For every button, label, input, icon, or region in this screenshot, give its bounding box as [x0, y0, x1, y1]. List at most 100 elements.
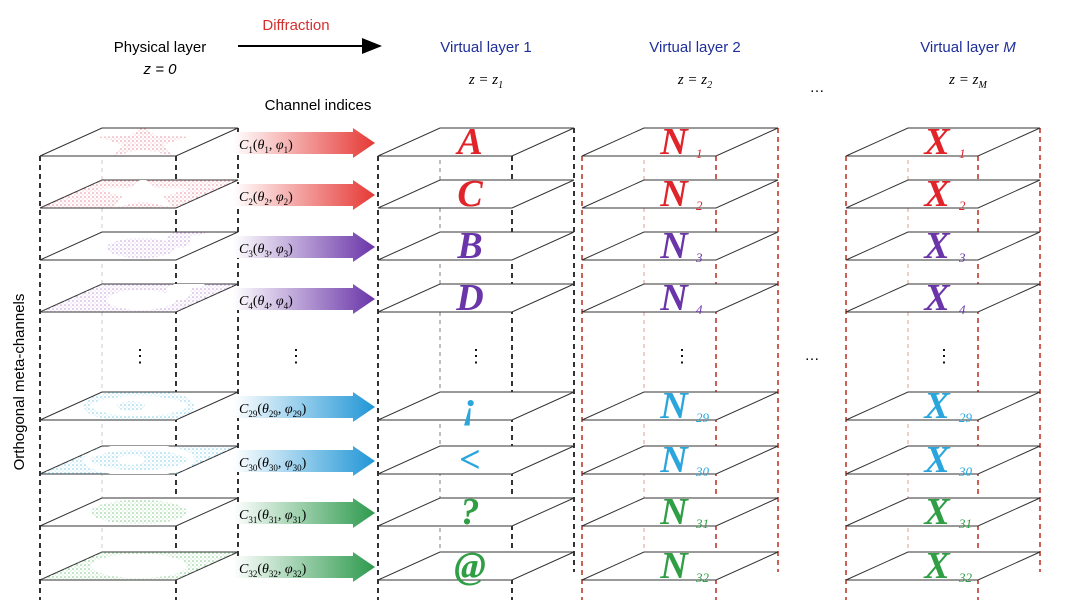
- channel-glyph-sub-layer2-1: 2: [696, 198, 703, 213]
- channel-glyph-layerM-1: X: [923, 173, 951, 215]
- channel-glyph-layer1-2: B: [456, 225, 482, 267]
- physical-layer-z: z = 0: [143, 61, 178, 78]
- channel-glyph-sub-layerM-4: 29: [959, 410, 973, 425]
- physical-pattern-star: [96, 128, 190, 156]
- channel-glyph-sub-layerM-2: 3: [958, 250, 966, 265]
- plane-layer2-3: [581, 283, 779, 313]
- channel-glyph-layerM-5: X: [923, 439, 951, 481]
- plane-layer2-6: [581, 497, 779, 527]
- channel-arrow-4: C4(θ4, φ4): [233, 284, 375, 314]
- channel-arrow-29: C29(θ29, φ29): [233, 392, 375, 422]
- channel-glyph-layerM-3: X: [923, 277, 951, 319]
- diffraction-label: Diffraction: [262, 17, 329, 34]
- channel-glyph-sub-layerM-1: 2: [959, 198, 966, 213]
- channel-glyph-layer1-5: <: [459, 439, 481, 481]
- plane-layer2-7: [581, 551, 779, 581]
- channel-glyph-layer1-1: C: [457, 173, 483, 215]
- channel-glyph-sub-layer2-3: 4: [696, 302, 703, 317]
- channel-arrow-1: C1(θ1, φ1): [233, 128, 375, 158]
- channel-glyph-layer2-6: N: [659, 491, 689, 533]
- physical-pattern-ellipse-inverse: [40, 552, 238, 580]
- plane-layer2-5: [581, 445, 779, 475]
- virtual-layer-2-title: Virtual layer 2: [649, 39, 740, 56]
- virtual-layer-2-z: z = z2: [677, 72, 712, 91]
- channel-glyph-layerM-2: X: [923, 225, 951, 267]
- channel-glyph-sub-layer2-2: 3: [695, 250, 703, 265]
- channel-glyph-layer1-6: ?: [461, 491, 480, 533]
- channel-glyph-layerM-4: X: [923, 385, 951, 427]
- plane-layer1-0: [377, 127, 575, 157]
- plane-layer1-2: [377, 231, 575, 261]
- plane-layer2-2: [581, 231, 779, 261]
- channel-glyph-layer2-1: N: [659, 173, 689, 215]
- vertical-ellipsis-0: ⋮: [131, 346, 149, 366]
- plane-layerM-5: [845, 445, 1041, 475]
- channel-glyph-layer2-5: N: [659, 439, 689, 481]
- physical-pattern-ellipse: [91, 500, 187, 524]
- vertical-ellipsis-3: ⋮: [673, 346, 691, 366]
- plane-layerM-4: [845, 391, 1041, 421]
- channel-glyph-sub-layerM-7: 32: [958, 570, 973, 585]
- plane-layerM-2: [845, 231, 1041, 261]
- stack-layer2: N 1N 2N 3N 4N 29N 30N 31N 32: [581, 121, 779, 600]
- channel-glyph-layer1-0: A: [455, 121, 482, 163]
- virtual-layer-1-z: z = z1: [468, 72, 503, 91]
- channel-glyph-layer2-0: N: [659, 121, 689, 163]
- channel-glyph-sub-layer2-5: 30: [695, 464, 710, 479]
- channel-glyph-layer2-4: N: [659, 385, 689, 427]
- stack-layerM: X 1X 2X 3X 4X 29X 30X 31X 32: [845, 121, 1041, 600]
- channel-index-label-2: C2(θ2, φ2): [239, 190, 293, 207]
- channel-glyph-sub-layer2-7: 32: [695, 570, 710, 585]
- physical-pattern-ring-inverse: [40, 446, 238, 474]
- channel-index-label-29: C29(θ29, φ29): [239, 402, 307, 419]
- channel-glyph-sub-layer2-4: 29: [696, 410, 710, 425]
- physical-pattern-ring: [84, 392, 194, 420]
- channel-glyph-layerM-7: X: [923, 545, 951, 587]
- virtual-layer-1-title: Virtual layer 1: [440, 39, 531, 56]
- physical-pattern-rabbit: [107, 232, 205, 258]
- plane-layerM-7: [845, 551, 1041, 581]
- stack-physical: [39, 127, 239, 600]
- plane-layer1-5: [377, 445, 575, 475]
- channel-index-label-1: C1(θ1, φ1): [239, 138, 293, 155]
- channel-index-label-30: C30(θ30, φ30): [239, 456, 307, 473]
- vertical-ellipsis-2: ⋮: [467, 346, 485, 366]
- channel-glyph-layer1-7: @: [454, 545, 486, 587]
- plane-layer1-4: [377, 391, 575, 421]
- plane-layer1-7: [377, 551, 575, 581]
- vertical-ellipsis-4: ⋮: [935, 346, 953, 366]
- channel-glyph-layer2-7: N: [659, 545, 689, 587]
- channel-index-label-32: C32(θ32, φ32): [239, 562, 307, 579]
- channel-glyph-layer1-4: ¡: [463, 385, 478, 427]
- plane-layerM-3: [845, 283, 1041, 313]
- orthogonal-meta-channels-label: Orthogonal meta-channels: [11, 294, 28, 471]
- channel-glyph-layerM-0: X: [923, 121, 951, 163]
- channel-glyph-layerM-6: X: [923, 491, 951, 533]
- virtual-layer-m-title: Virtual layer M: [920, 39, 1016, 56]
- channel-glyph-sub-layerM-5: 30: [958, 464, 973, 479]
- vertical-ellipsis-1: ⋮: [287, 346, 305, 366]
- channel-glyph-sub-layerM-0: 1: [959, 146, 966, 161]
- channel-index-label-3: C3(θ3, φ3): [239, 242, 293, 259]
- channel-glyph-sub-layerM-3: 4: [959, 302, 966, 317]
- channel-glyph-sub-layerM-6: 31: [958, 516, 972, 531]
- channel-arrow-2: C2(θ2, φ2): [233, 180, 375, 210]
- plane-layer1-3: [377, 283, 575, 313]
- plane-layer1-1: [377, 179, 575, 209]
- channel-glyph-sub-layer2-6: 31: [695, 516, 709, 531]
- channel-arrow-3: C3(θ3, φ3): [233, 232, 375, 262]
- header-ellipsis: …: [810, 79, 825, 96]
- middle-ellipsis: …: [805, 347, 820, 364]
- physical-layer-title: Physical layer: [114, 39, 207, 56]
- channel-indices-label: Channel indices: [265, 97, 372, 114]
- plane-layer1-6: [377, 497, 575, 527]
- channel-arrow-31: C31(θ31, φ31): [233, 498, 375, 528]
- physical-pattern-rabbit-inverse: [40, 284, 238, 312]
- channel-index-label-31: C31(θ31, φ31): [239, 508, 307, 525]
- channel-arrow-32: C32(θ32, φ32): [233, 552, 375, 582]
- channel-glyph-sub-layer2-0: 1: [696, 146, 703, 161]
